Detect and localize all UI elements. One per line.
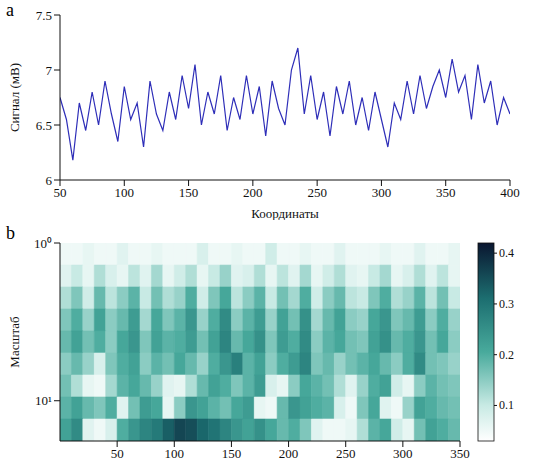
svg-text:Координаты: Координаты [251,206,319,220]
svg-text:6: 6 [46,173,53,188]
svg-text:400: 400 [500,185,520,200]
svg-text:100: 100 [165,446,185,461]
svg-text:7: 7 [46,63,53,78]
svg-text:6.5: 6.5 [36,118,52,133]
svg-text:0.4: 0.4 [499,246,514,260]
svg-text:Масштаб: Масштаб [7,316,22,368]
svg-text:350: 350 [450,446,470,461]
svg-text:100: 100 [115,185,135,200]
svg-text:10¹: 10¹ [35,393,52,408]
svg-text:350: 350 [436,185,456,200]
svg-text:200: 200 [243,185,263,200]
svg-text:250: 250 [336,446,356,461]
svg-text:250: 250 [307,185,327,200]
svg-text:150: 150 [222,446,242,461]
svg-text:Сигнал (мВ): Сигнал (мВ) [7,63,22,132]
svg-text:300: 300 [372,185,392,200]
svg-text:0.1: 0.1 [499,398,514,412]
svg-text:0.2: 0.2 [499,348,514,362]
html-text:b: b [6,223,15,243]
svg-text:50: 50 [54,185,67,200]
svg-text:200: 200 [279,446,299,461]
svg-text:0.3: 0.3 [499,297,514,311]
svg-text:10⁰: 10⁰ [34,236,52,251]
svg-text:50: 50 [111,446,124,461]
svg-text:150: 150 [179,185,199,200]
html-text:a: a [6,0,14,20]
svg-text:300: 300 [393,446,413,461]
svg-text:7.5: 7.5 [36,8,52,23]
